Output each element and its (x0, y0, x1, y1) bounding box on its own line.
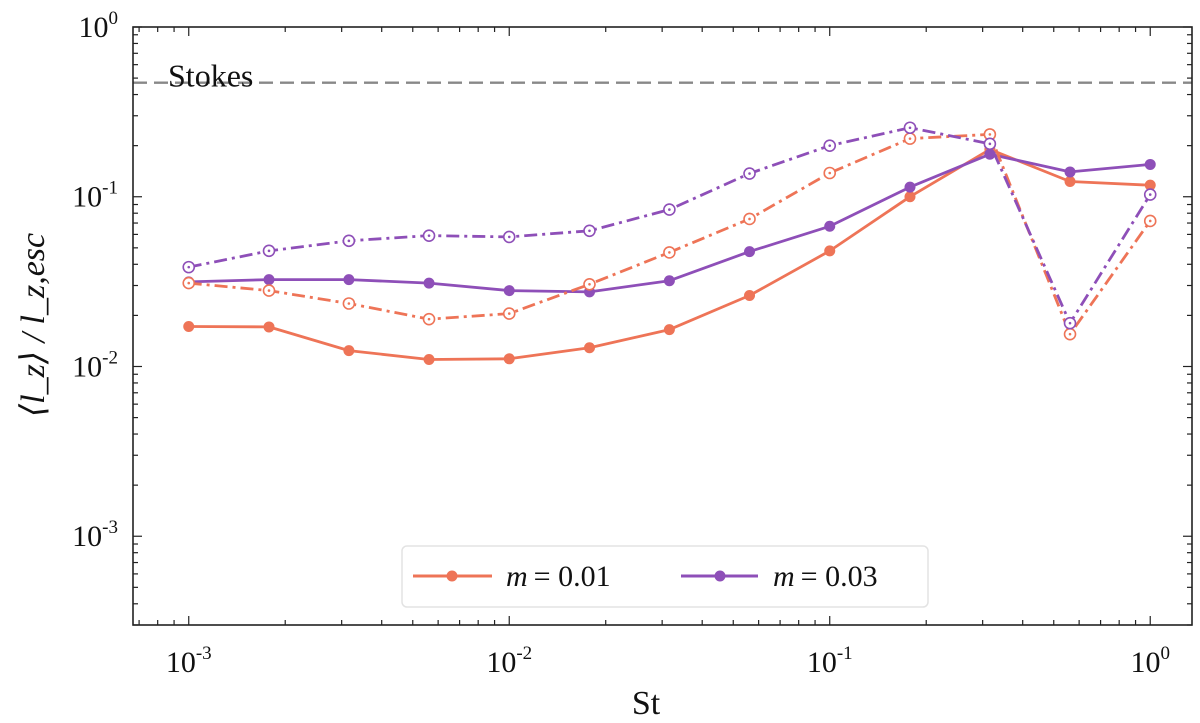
data-point-dot (748, 217, 751, 221)
legend-frame (401, 545, 929, 608)
data-point-dot (588, 229, 591, 233)
data-point-dot (1068, 332, 1072, 336)
x-tick-label-1: 10-2 (486, 643, 532, 679)
data-point (1144, 179, 1156, 191)
data-point-dot (908, 126, 912, 130)
data-point (824, 245, 836, 257)
data-point-dot (988, 142, 992, 146)
y-tick-label-3: 100 (79, 8, 119, 44)
y-tick-label-0: 10-3 (72, 517, 118, 553)
data-point-dot (507, 235, 511, 239)
series-1 (183, 148, 1156, 298)
data-point-dot (988, 133, 992, 136)
data-point-dot (748, 172, 751, 175)
stokes-label: Stokes (168, 58, 253, 94)
legend-label-m003: m = 0.03 (773, 560, 878, 593)
legend-marker-m003 (714, 570, 726, 582)
legend-label-m001: m = 0.01 (506, 560, 611, 593)
data-point-dot (427, 317, 431, 321)
data-point-dot (1068, 321, 1072, 325)
data-point (503, 285, 515, 297)
data-point (423, 353, 435, 365)
x-axis-title: St (632, 685, 661, 722)
data-point-dot (588, 282, 591, 286)
data-point-dot (1148, 219, 1152, 223)
x-tick-label-0: 10-3 (166, 643, 212, 679)
data-point (663, 275, 675, 287)
data-point-dot (187, 281, 191, 285)
data-point-dot (668, 251, 671, 254)
data-point (663, 324, 675, 336)
series-3 (182, 121, 1157, 330)
data-point (1064, 166, 1076, 178)
data-point-dot (347, 302, 351, 305)
series-2 (182, 128, 1157, 341)
data-point-dot (908, 137, 912, 140)
legend: m = 0.01 m = 0.03 (401, 545, 929, 608)
data-point-dot (1148, 193, 1152, 196)
y-tick-label-2: 10-1 (72, 178, 118, 214)
data-point-dot (347, 239, 351, 243)
data-point-dot (267, 249, 271, 253)
data-point (263, 274, 275, 286)
data-point-dot (668, 208, 671, 211)
data-point-dot (828, 144, 832, 147)
data-point (1064, 175, 1076, 187)
data-point (343, 274, 355, 286)
data-point-dot (187, 265, 191, 269)
data-point (824, 220, 836, 232)
data-point (583, 342, 595, 354)
x-tick-label-2: 10-1 (807, 643, 853, 679)
data-point (1144, 158, 1156, 170)
x-tick-label-3: 100 (1130, 643, 1170, 679)
data-point-dot (507, 312, 511, 315)
data-point (503, 353, 515, 365)
data-point (984, 148, 996, 160)
plot-frame (132, 26, 1193, 626)
data-point (263, 321, 275, 333)
data-point (744, 289, 756, 301)
data-point (183, 321, 195, 333)
data-point (343, 345, 355, 357)
y-tick-label-1: 10-2 (72, 347, 118, 383)
data-point-dot (267, 289, 271, 292)
data-point-dot (427, 234, 431, 237)
data-point-dot (828, 171, 832, 175)
legend-marker-m001 (446, 570, 458, 582)
data-point (744, 246, 756, 258)
data-point (904, 191, 916, 203)
data-point (904, 181, 916, 193)
data-point (423, 277, 435, 289)
y-axis-title: ⟨l_z⟩ / l_z,esc (15, 233, 52, 417)
